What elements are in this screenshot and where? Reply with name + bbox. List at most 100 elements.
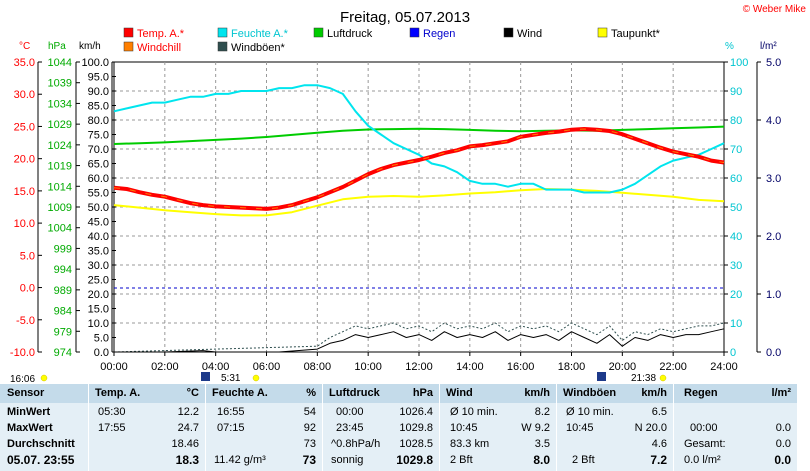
weather-chart: Freitag, 05.07.2013 © Weber Mike Temp. A…: [0, 0, 810, 384]
gust-avg10-label: Ø 10 min.: [566, 406, 614, 418]
sun-icon: [40, 374, 48, 382]
x-tick-label: 22:00: [659, 361, 687, 373]
axis-unit-celsius: °C: [19, 41, 30, 52]
rain-tick-label: 2.0: [766, 231, 781, 243]
celsius-tick-label: 30.0: [14, 89, 35, 101]
percent-tick-label: 70: [730, 144, 742, 156]
gust-avg-value: 4.6: [651, 438, 667, 450]
rain-column: Regen l/m² 00:00 0.0 Gesamt: 0.0 0.0 l/m² 0.…: [674, 384, 797, 471]
wind-column: Wind km/h Ø 10 min. 8.2 10:45 W 9.2 83.3 km…: [440, 384, 556, 471]
hum-min-time: 16:55: [217, 406, 245, 418]
x-tick-label: 18:00: [558, 361, 586, 373]
celsius-tick-label: 10.0: [14, 218, 35, 230]
legend-label: Luftdruck: [327, 28, 373, 40]
rain-total-label: Gesamt:: [684, 438, 726, 450]
press-forecast: sonnig: [331, 454, 364, 466]
hum-current-value: 73: [302, 453, 316, 467]
kmh-tick-label: 25.0: [88, 275, 109, 287]
legend: Temp. A.* Feuchte A.* Luftdruck Regen Wind Ta…: [123, 27, 661, 54]
rain-max-time: 00:00: [690, 422, 718, 434]
kmh-tick-label: 50.0: [88, 202, 109, 214]
hpa-tick-label: 994: [54, 264, 72, 276]
rain-today: 0.0 l/m²: [684, 454, 721, 466]
hpa-tick-label: 984: [54, 306, 72, 318]
celsius-tick-label: 35.0: [14, 57, 35, 69]
temp-max-value: 24.7: [177, 422, 199, 434]
kmh-tick-label: 5.0: [94, 333, 109, 345]
press-trend: ^0.8hPa/h: [331, 438, 381, 450]
wind-current-value: 8.0: [533, 453, 550, 467]
gust-max-time: 10:45: [566, 422, 594, 434]
kmh-tick-label: 55.0: [88, 188, 109, 200]
rain-total-value: 0.0: [775, 438, 791, 450]
y-tick-labels: 35.0 30.0 25.0 20.0 15.0 10.0 5.0 0.0 -5.0 -10.0 1…: [10, 57, 781, 359]
header-temp-unit: °C: [186, 387, 199, 399]
celsius-tick-label: 5.0: [20, 250, 35, 262]
celsius-tick-label: 25.0: [14, 121, 35, 133]
header-pressure-unit: hPa: [412, 387, 433, 399]
hpa-tick-label: 1024: [48, 140, 72, 152]
kmh-tick-label: 70.0: [88, 144, 109, 156]
percent-tick-label: 10: [730, 318, 742, 330]
legend-swatch: [217, 41, 228, 52]
temp-max-time: 17:55: [98, 422, 126, 434]
axis-ticks: [38, 61, 761, 356]
celsius-tick-label: 0.0: [20, 283, 35, 295]
header-pressure: Luftdruck: [329, 387, 380, 399]
series-luftdruck: [113, 125, 725, 145]
sensor-header: Sensor: [0, 384, 88, 403]
header-wind: Wind: [446, 387, 473, 399]
header-temp: Temp. A.: [95, 387, 141, 399]
sun-icon-set: [659, 374, 667, 382]
hpa-tick-label: 1044: [48, 57, 72, 69]
wind-max-value: W 9.2: [521, 422, 550, 434]
row-label-current: 05.07. 23:55: [7, 453, 75, 467]
x-tick-label: 16:00: [507, 361, 535, 373]
rain-tick-label: 5.0: [766, 57, 781, 69]
header-humidity: Feuchte A.: [212, 387, 268, 399]
press-max-value: 1029.8: [399, 422, 433, 434]
wind-avg10-value: 8.2: [534, 406, 550, 418]
gust-max-value: N 20.0: [634, 422, 667, 434]
celsius-tick-label: -10.0: [10, 347, 35, 359]
row-label-min: MinWert: [7, 406, 51, 418]
legend-swatch: [597, 27, 608, 38]
percent-tick-label: 40: [730, 231, 742, 243]
series-taupunkt: [113, 188, 725, 217]
stats-table: Sensor MinWert MaxWert Durchschnitt 05.0…: [0, 384, 810, 471]
press-min-time: 00:00: [336, 406, 364, 418]
celsius-tick-label: 15.0: [14, 186, 35, 198]
kmh-tick-label: 45.0: [88, 217, 109, 229]
gust-bft: 2 Bft: [572, 454, 595, 466]
chart-background: [0, 0, 810, 384]
sunset-time: 21:38: [631, 373, 656, 384]
legend-label: Regen: [423, 28, 455, 40]
sunrise-icon: [201, 372, 210, 381]
kmh-tick-label: 75.0: [88, 130, 109, 142]
hpa-tick-label: 1014: [48, 181, 72, 193]
header-gust: Windböen: [563, 387, 617, 399]
kmh-tick-label: 40.0: [88, 231, 109, 243]
wind-distance: 83.3 km: [450, 438, 490, 450]
sun-icon-rise: [252, 374, 260, 382]
wind-avg10-label: Ø 10 min.: [450, 406, 498, 418]
time-label-left: 16:06: [10, 374, 35, 384]
header-wind-unit: km/h: [524, 387, 550, 399]
hpa-tick-label: 989: [54, 285, 72, 297]
percent-tick-label: 30: [730, 260, 742, 272]
kmh-tick-label: 60.0: [88, 173, 109, 185]
sunset-icon: [597, 372, 606, 381]
legend-swatch: [503, 27, 514, 38]
header-rain-unit: l/m²: [771, 387, 791, 399]
hum-max-value: 92: [303, 422, 316, 434]
axis-unit-kmh: km/h: [79, 41, 101, 52]
hpa-tick-label: 1009: [48, 202, 72, 214]
kmh-tick-label: 30.0: [88, 260, 109, 272]
legend-label: Windböen*: [231, 42, 286, 54]
legend-label: Windchill: [137, 42, 181, 54]
series-feuchte-a: [113, 84, 725, 194]
kmh-tick-label: 90.0: [88, 86, 109, 98]
kmh-tick-label: 85.0: [88, 101, 109, 113]
hum-absolute: 11.42 g/m³: [214, 454, 266, 466]
press-avg-value: 1028.5: [399, 438, 433, 450]
